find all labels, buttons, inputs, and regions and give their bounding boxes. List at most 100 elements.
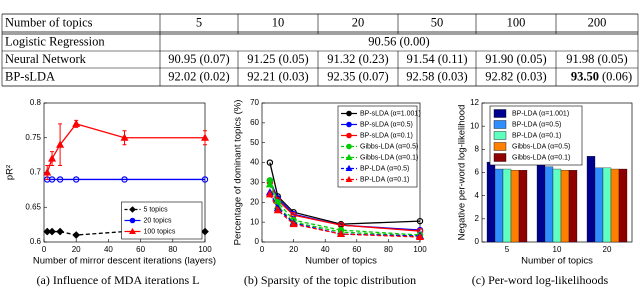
row-label: Logistic Regression [5,34,105,48]
table-cell: 92.82 (0.03) [485,69,546,83]
y-tick-label: 50 [250,138,259,147]
bar [610,168,620,243]
x-axis-label: Number of topics [521,256,593,267]
table-header-cell: 5 [196,15,202,29]
marker [72,231,81,239]
bar [544,166,554,243]
legend-label: BP-LDA (α=0.1) [360,176,409,183]
marker [200,133,210,141]
legend-label: Gibbs-LDA (α=0.5) [512,143,570,150]
marker [201,227,209,236]
x-tick-label: 80 [384,245,393,254]
marker [336,229,346,238]
x-tick-label: 5 [505,245,510,254]
legend-swatch [493,109,507,118]
y-tick-label: 12 [470,98,479,107]
x-tick-label: 60 [136,245,145,254]
marker [266,159,274,166]
bar [602,167,612,243]
y-tick-label: 0.6 [30,237,42,246]
bar [586,156,596,243]
legend-label: Gibbs-LDA (α=0.5) [360,143,418,150]
legend-label: 100 topics [144,228,176,235]
legend-marker [346,143,352,150]
legend-swatch [493,153,507,162]
y-tick-label: 4 [475,191,480,200]
marker [265,190,274,198]
legend-marker [345,175,353,182]
bar [594,167,604,243]
bar [568,170,578,243]
y-tick-label: 30 [250,178,259,187]
legend-marker [346,110,352,117]
marker [72,176,80,183]
y-tick-label: 0.65 [25,202,41,211]
y-tick-label: 2 [475,214,480,223]
legend-label: BP-LDA (α=0.5) [512,121,561,128]
marker [56,227,64,236]
legend-marker [345,153,353,160]
legend-label: BP-LDA (α=0.5) [360,165,409,172]
table-cell: 91.98 (0.05) [566,52,627,66]
table-cell: 91.90 (0.05) [485,52,546,66]
legend-swatch [493,120,507,129]
legend-marker [129,206,136,213]
y-tick-label: 0.7 [30,168,42,177]
marker [416,217,424,225]
marker [265,180,274,188]
marker [72,119,81,127]
bar [510,170,520,243]
marker [48,227,56,236]
y-tick-label: 0.8 [30,98,42,107]
table-header-cell: 10 [272,15,285,29]
bar [494,168,504,243]
x-tick-label: 0 [42,245,47,254]
x-tick-label: 80 [168,245,177,254]
legend-swatch [493,131,507,140]
table-header-cell: 20 [352,15,365,29]
y-tick-label: 20 [250,197,259,206]
table-cell: 90.56 (0.00) [368,34,429,48]
y-tick-label: 0 [255,237,260,246]
x-tick-label: 20 [72,245,81,254]
legend-label: 20 topics [144,217,173,224]
legend-label: BP-sLDA (α=1.001) [360,110,421,117]
table-cell: 91.54 (0.11) [407,52,468,66]
table-cell: 91.32 (0.23) [327,52,388,66]
marker [415,232,425,241]
marker [48,154,57,162]
marker [56,176,64,183]
y-tick-label: 10 [470,121,479,130]
legend-marker [129,217,136,224]
y-axis-label: Negative per-word log-likelihood [457,105,468,241]
marker [43,168,52,176]
bar [536,159,546,243]
table-cell: 92.21 (0.03) [247,69,308,83]
table-cell: (0.06) [602,69,632,83]
bar [618,168,628,243]
table-header-cell: 100 [507,15,526,29]
y-axis-label: pR² [5,165,16,180]
y-tick-label: 70 [250,98,259,107]
x-tick-label: 60 [352,245,361,254]
table-header-cell: 200 [588,15,607,29]
table-cell: 92.02 (0.02) [168,69,229,83]
table-cell: 90.95 (0.07) [168,52,229,66]
legend-label: 5 topics [144,206,169,213]
legend-marker [129,227,136,234]
x-tick-label: 40 [104,245,113,254]
x-tick-label: 100 [413,245,427,254]
x-tick-label: 20 [289,245,298,254]
legend-swatch [493,142,507,151]
row-label: BP-sLDA [5,69,55,83]
bar [552,168,562,243]
y-tick-label: 8 [475,144,480,153]
x-tick-label: 100 [198,245,212,254]
legend-label: BP-LDA (α=0.1) [512,132,561,139]
series-line [269,194,421,238]
bar [560,170,570,243]
caption: (b) Sparsity of the topic distribution [244,273,416,287]
marker [201,176,209,183]
marker [120,133,129,141]
